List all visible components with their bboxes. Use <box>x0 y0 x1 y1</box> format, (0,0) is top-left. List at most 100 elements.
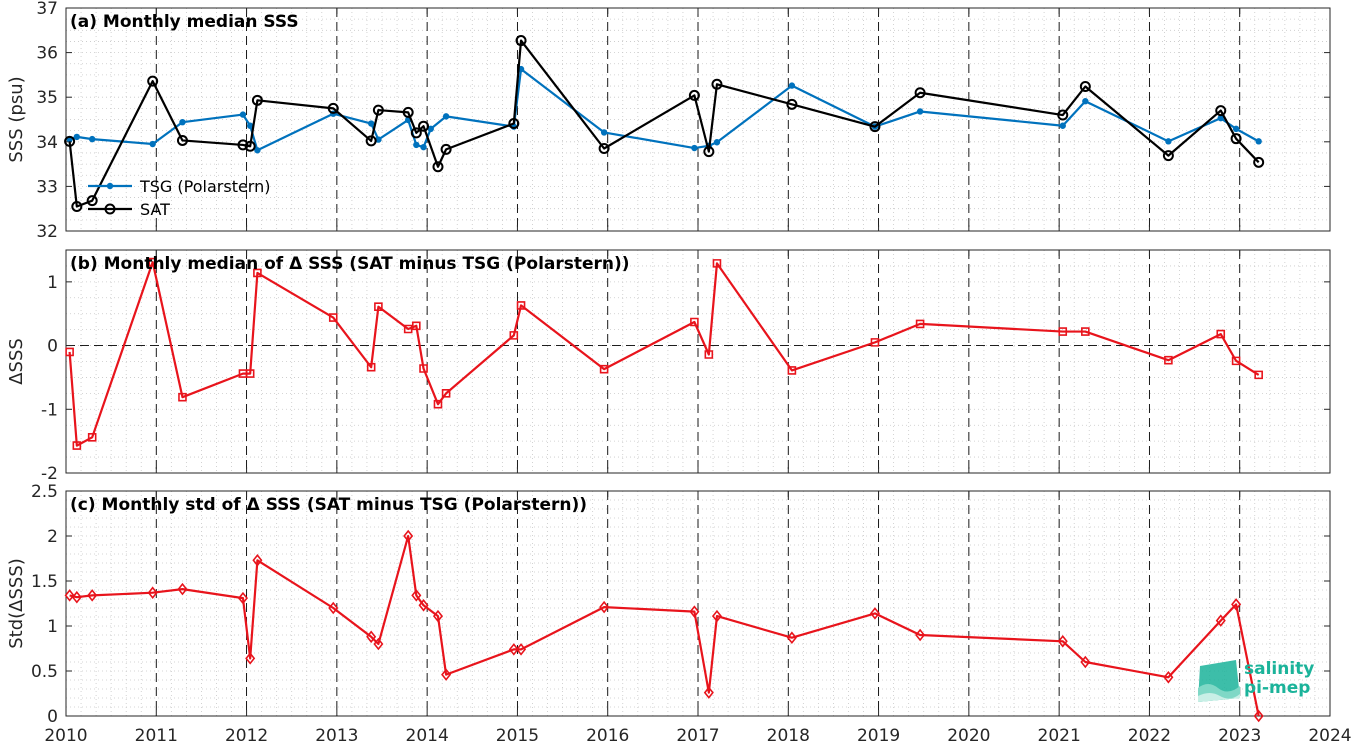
data-point <box>86 195 98 207</box>
data-point <box>147 586 158 599</box>
x-tick-label: 2012 <box>225 726 268 745</box>
data-point <box>87 589 98 602</box>
data-point <box>1253 709 1264 723</box>
x-tick-label: 2024 <box>1308 726 1351 745</box>
data-point <box>177 582 188 596</box>
data-point <box>1231 356 1241 366</box>
data-point <box>65 347 74 357</box>
data-point <box>1231 598 1242 611</box>
data-point <box>1059 122 1066 129</box>
data-point <box>691 144 698 152</box>
data-point <box>786 631 797 644</box>
data-point <box>418 120 430 132</box>
data-point <box>1230 133 1242 145</box>
data-point <box>328 601 339 615</box>
y-tick-label: -1 <box>41 400 58 420</box>
data-point <box>914 87 926 99</box>
x-tick-label: 2016 <box>586 726 629 745</box>
legend-swatch-marker <box>104 203 116 215</box>
legend-label: TSG (Polarstern) <box>139 177 270 196</box>
x-tick-label: 2018 <box>767 726 810 745</box>
data-point <box>441 389 451 398</box>
data-point <box>516 301 526 310</box>
panel-c: 0 0.5 1 1.5 2 2.5 Std(ΔSSS) (c) Monthly std of … <box>6 482 1331 727</box>
x-axis-tick-labels: 2010 2011 2012 2013 2014 2015 2016 2017 2018 2019… <box>44 726 1351 745</box>
y-tick-label: 34 <box>36 133 58 153</box>
data-point <box>1081 327 1090 336</box>
y-tick-label: 1.5 <box>31 572 58 592</box>
data-point <box>1057 635 1068 648</box>
data-point <box>509 331 519 340</box>
data-point <box>916 108 924 115</box>
data-point <box>410 127 422 139</box>
panel-title: (c) Monthly std of Δ SSS (SAT minus TSG … <box>70 495 587 515</box>
data-point <box>88 135 96 143</box>
data-point <box>237 139 249 151</box>
data-point <box>176 134 188 146</box>
panel-title: (b) Monthly median of Δ SSS (SAT minus T… <box>70 254 630 274</box>
data-point <box>688 89 700 101</box>
data-point <box>365 135 377 147</box>
data-point <box>787 366 797 375</box>
y-tick-label: 35 <box>36 88 58 108</box>
data-point <box>711 609 722 623</box>
data-point <box>1162 150 1174 162</box>
data-point <box>427 125 434 133</box>
data-point <box>246 122 254 129</box>
data-point <box>147 75 159 87</box>
data-point <box>711 78 723 90</box>
data-point <box>1253 156 1265 168</box>
y-axis-label: Std(ΔSSS) <box>6 558 27 649</box>
data-point <box>375 136 382 143</box>
series-line-0-1 <box>68 39 1260 208</box>
data-point <box>374 302 383 312</box>
data-point <box>178 392 187 402</box>
data-point <box>441 668 452 681</box>
legend-swatch-marker <box>106 182 114 190</box>
y-tick-label: 0 <box>47 337 58 357</box>
panel-title: (a) Monthly median SSS <box>70 12 299 32</box>
data-point <box>1080 655 1091 669</box>
data-point <box>869 607 880 620</box>
data-point <box>515 35 527 47</box>
data-point <box>254 147 261 154</box>
y-tick-label: 1 <box>47 273 58 293</box>
data-point <box>403 529 414 543</box>
data-point <box>508 118 520 130</box>
data-point <box>1217 114 1224 122</box>
x-tick-label: 2019 <box>857 726 900 745</box>
data-point <box>402 106 414 118</box>
data-point <box>73 133 81 141</box>
legend-label: SAT <box>140 200 170 219</box>
y-tick-label: 1 <box>47 617 58 637</box>
data-point <box>870 338 880 347</box>
x-tick-label: 2011 <box>135 726 178 745</box>
data-point <box>419 364 428 373</box>
data-point <box>251 94 263 106</box>
data-point <box>1082 98 1089 105</box>
data-point <box>703 146 715 158</box>
data-point <box>1163 671 1174 684</box>
data-point <box>413 141 420 149</box>
data-point <box>412 321 421 331</box>
y-tick-label: 32 <box>36 222 58 242</box>
data-point <box>713 139 721 146</box>
data-point <box>64 589 75 602</box>
data-point <box>72 441 82 450</box>
x-tick-label: 2022 <box>1128 726 1171 745</box>
data-point <box>367 120 375 127</box>
data-point <box>244 140 256 152</box>
y-axis-label: ΔSSS <box>6 338 27 385</box>
data-point <box>64 135 76 147</box>
data-point <box>237 591 248 605</box>
data-point <box>328 313 338 322</box>
data-point <box>252 554 263 567</box>
data-point <box>432 161 444 173</box>
y-tick-label: 33 <box>36 177 58 197</box>
data-point <box>598 142 610 154</box>
logo-line-1: salinity <box>1244 659 1315 679</box>
data-point <box>245 369 255 378</box>
series-line-2-0 <box>69 534 1260 717</box>
data-point <box>712 259 722 268</box>
